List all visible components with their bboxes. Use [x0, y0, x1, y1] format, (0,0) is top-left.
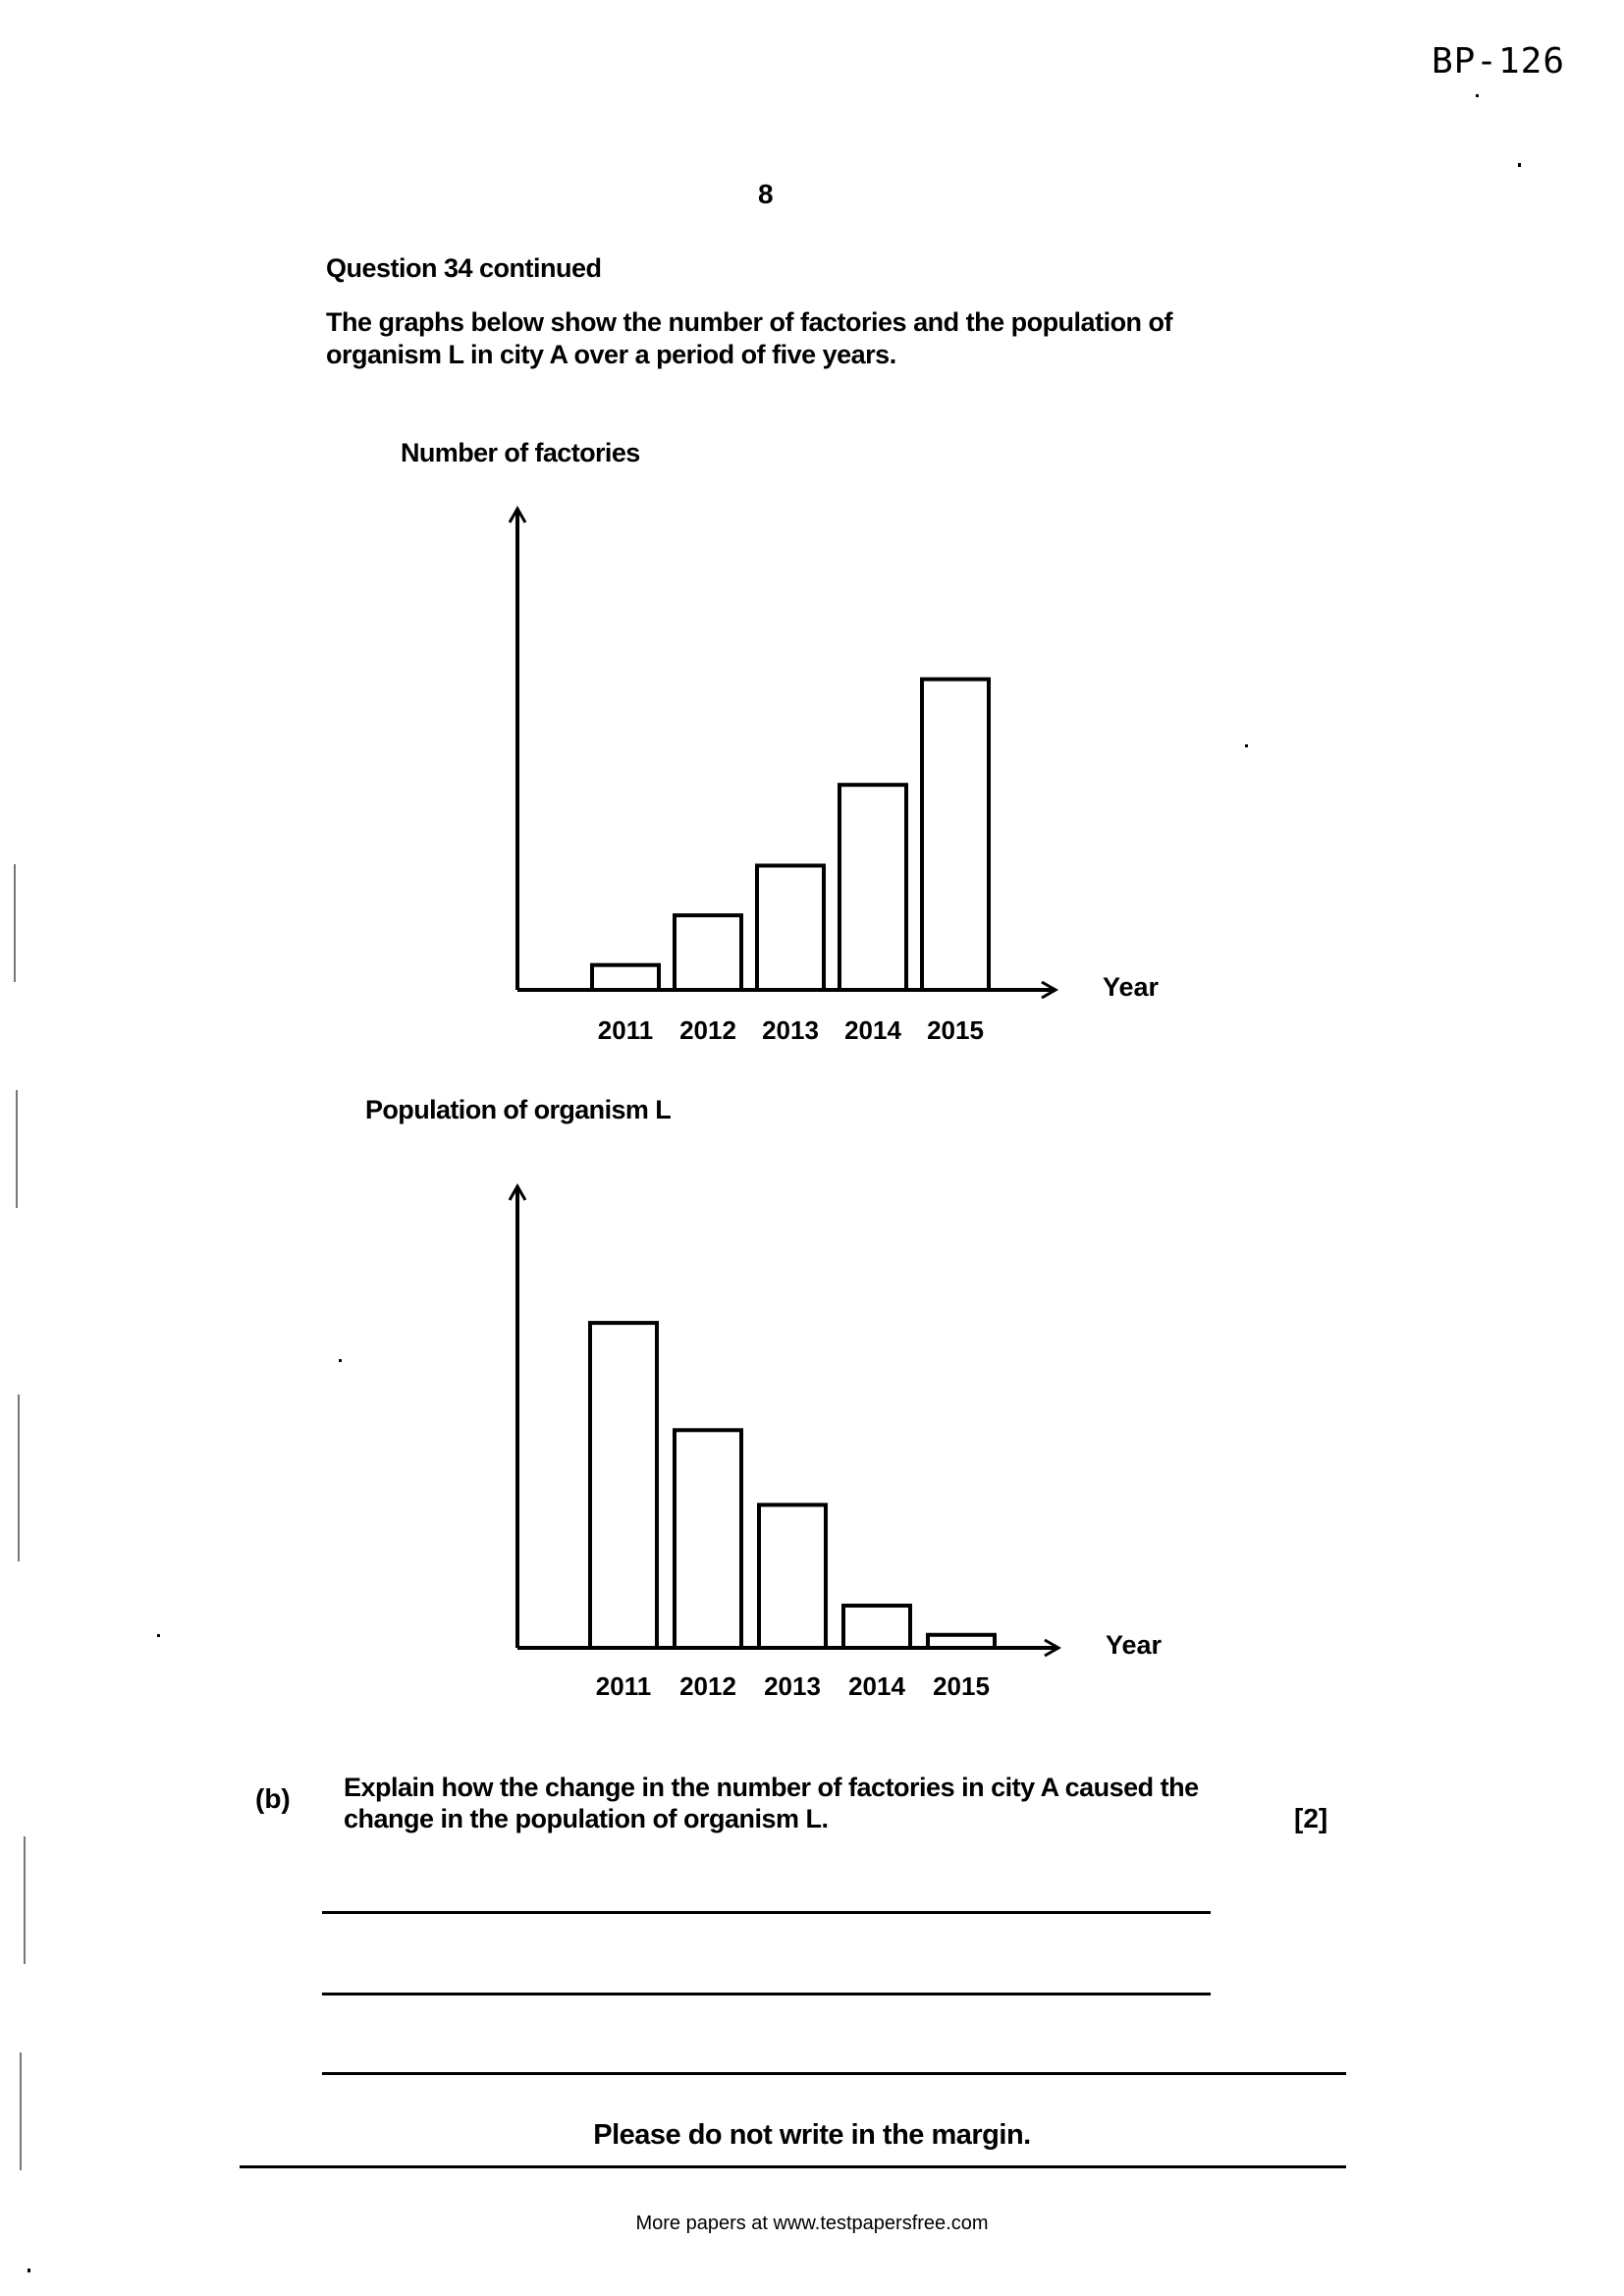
chart-title-population: Population of organism L [365, 1095, 672, 1124]
scan-speck [157, 1634, 160, 1637]
factories-chart: 2011 2012 2013 2014 2015 Year [0, 491, 1624, 1061]
x-tick-label: 2013 [764, 1671, 821, 1699]
part-b-label: (b) [255, 1783, 291, 1814]
x-axis-arrow [1044, 1638, 1062, 1658]
x-tick-label: 2015 [927, 1015, 984, 1045]
margin-warning: Please do not write in the margin. [593, 2119, 1031, 2151]
x-axis-label: Year [1103, 972, 1160, 1002]
question-heading: Question 34 continued [326, 253, 602, 283]
scan-speck [27, 2269, 30, 2272]
x-tick-label: 2015 [933, 1671, 990, 1699]
scan-speck [1245, 744, 1248, 747]
part-b-marks: [2] [1294, 1803, 1328, 1833]
scan-edge-mark [18, 1394, 20, 1561]
x-tick-label: 2011 [596, 1671, 651, 1699]
x-axis-label: Year [1106, 1630, 1163, 1660]
scan-edge-mark [14, 864, 16, 982]
bar-2014 [838, 783, 908, 993]
chart-title-factories: Number of factories [401, 438, 640, 467]
x-tick-label: 2014 [844, 1015, 901, 1045]
x-tick-label: 2012 [679, 1671, 736, 1699]
bar-2015 [926, 1632, 997, 1651]
bar-2014 [841, 1603, 912, 1650]
population-chart: 2011 2012 2013 2014 2015 Year [0, 1169, 1624, 1699]
x-tick-label: 2012 [679, 1015, 736, 1045]
bar-2013 [755, 863, 826, 993]
answer-line-2[interactable] [322, 1993, 1211, 1995]
question-intro: The graphs below show the number of fact… [326, 307, 1173, 369]
y-axis-arrow [508, 1182, 527, 1201]
scan-speck [339, 1359, 342, 1362]
population-chart-svg: 2011 2012 2013 2014 2015 Year [508, 1182, 1163, 1699]
answer-line-3[interactable] [322, 2072, 1346, 2075]
bar-2013 [757, 1503, 828, 1650]
document-id: BP-126 [1431, 41, 1565, 82]
x-tick-label: 2013 [762, 1015, 819, 1045]
bar-2011 [590, 962, 661, 993]
page-number: 8 [758, 179, 774, 209]
scan-speck [1518, 163, 1521, 167]
scan-edge-mark [16, 1090, 18, 1208]
scan-speck [1476, 94, 1479, 97]
y-axis-arrow [508, 505, 527, 523]
scan-edge-mark [20, 2052, 22, 2170]
scan-edge-mark [24, 1836, 26, 1964]
x-tick-label: 2011 [598, 1015, 653, 1045]
bar-2015 [920, 677, 991, 993]
footer-rule [240, 2165, 1346, 2168]
bar-2012 [673, 913, 743, 992]
bar-2011 [588, 1321, 659, 1650]
part-b-question: Explain how the change in the number of … [344, 1773, 1199, 1833]
x-tick-label: 2014 [848, 1671, 905, 1699]
bar-2012 [673, 1428, 743, 1651]
footer-link-text: More papers at www.testpapersfree.com [635, 2213, 989, 2234]
x-axis-arrow [1041, 980, 1059, 1000]
answer-line-1[interactable] [322, 1911, 1211, 1914]
factories-chart-svg: 2011 2012 2013 2014 2015 Year [508, 505, 1160, 1045]
